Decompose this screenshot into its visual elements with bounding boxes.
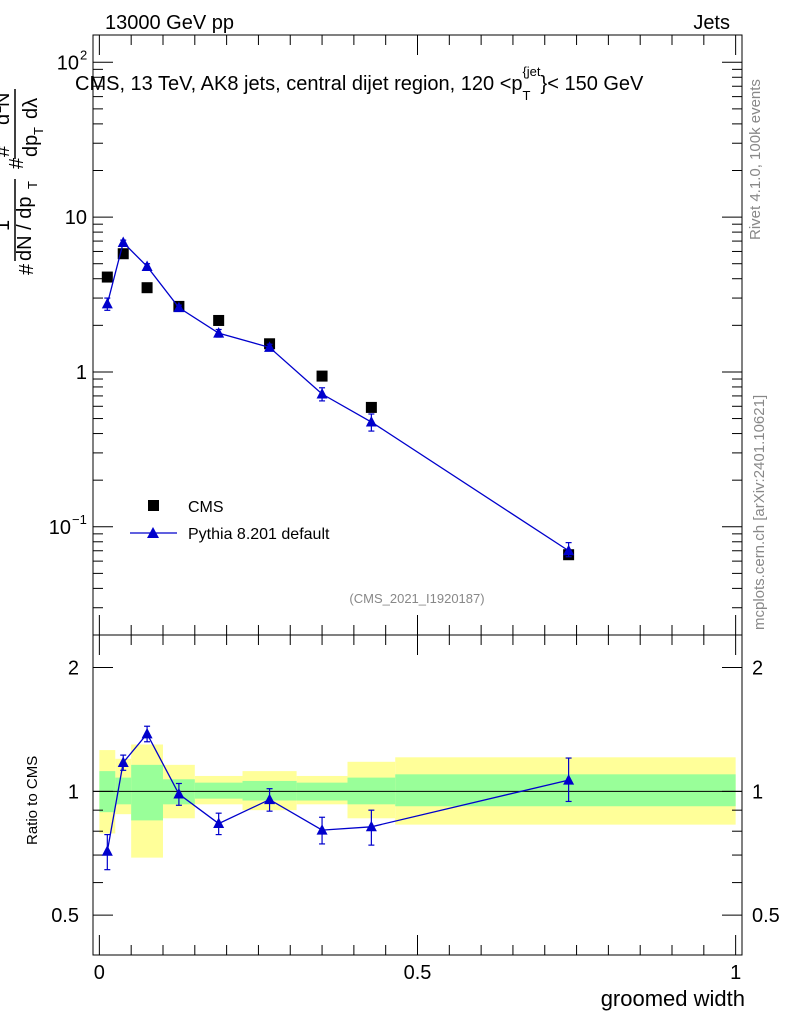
- svg-text:T: T: [25, 181, 40, 189]
- mcplots-label: mcplots.cern.ch [arXiv:2401.10621]: [751, 395, 768, 630]
- pythia-data-point: [173, 301, 185, 313]
- ratio-data-point: [101, 845, 113, 856]
- plot-title-end: }< 150 GeV: [541, 73, 645, 95]
- legend-pythia-marker: [147, 527, 159, 538]
- svg-text:1: 1: [0, 220, 14, 231]
- ratio-y-tick-label-right: 0.5: [752, 905, 780, 927]
- main-y-tick-label-exp: −1: [72, 512, 87, 527]
- pythia-data-point: [101, 297, 113, 309]
- ratio-y-tick-label-left: 0.5: [51, 905, 79, 927]
- cms-data-point: [101, 271, 113, 283]
- cms-data-point: [213, 314, 225, 326]
- pythia-data-point: [365, 415, 377, 427]
- main-data: [101, 236, 575, 561]
- svg-text:T: T: [31, 127, 46, 135]
- legend-pythia-label: Pythia 8.201 default: [188, 526, 330, 543]
- pythia-data-point: [264, 341, 276, 352]
- main-frame: [92, 34, 743, 636]
- header-left-label: 13000 GeV pp: [105, 12, 234, 34]
- cms-data-point: [141, 282, 153, 294]
- rivet-version-label: Rivet 4.1.0, 100k events: [747, 79, 764, 240]
- svg-text:#: #: [16, 263, 38, 275]
- legend-cms-label: CMS: [188, 499, 224, 516]
- plot-title: CMS, 13 TeV, AK8 jets, central dijet reg…: [75, 64, 644, 103]
- svg-text:N: N: [0, 93, 14, 107]
- ratio-data-point: [141, 727, 153, 739]
- plot-title-sub: T: [523, 88, 531, 103]
- ratio-inner-band: [131, 764, 163, 821]
- ratio-y-tick-label-left: 2: [68, 658, 79, 680]
- ratio-y-tick-label-left: 1: [68, 781, 79, 803]
- ratio-data-point: [316, 824, 328, 835]
- ratio-data-point: [117, 756, 129, 768]
- header-right-label: Jets: [693, 12, 730, 34]
- x-axis-label: groomed width: [601, 986, 745, 1011]
- svg-text:2: 2: [0, 106, 4, 113]
- ratio-data-point: [173, 788, 185, 799]
- legend-cms-marker: [148, 500, 159, 511]
- cms-data-point: [117, 248, 129, 260]
- main-y-axis-label: # dN / dp T 1 # dp T dλ # d 2 N: [0, 89, 46, 275]
- svg-text:#: #: [0, 145, 14, 157]
- ratio-inner-band: [395, 774, 736, 807]
- ratio-inner-band: [194, 782, 243, 799]
- x-tick-label: 0.5: [404, 962, 432, 984]
- ratio-y-axis-label: Ratio to CMS: [24, 756, 41, 845]
- legend: CMS Pythia 8.201 default: [130, 499, 330, 543]
- pythia-series-line: [106, 241, 569, 552]
- svg-text:dp: dp: [20, 135, 42, 157]
- ratio-data-point: [365, 820, 377, 832]
- svg-text:d: d: [0, 114, 14, 125]
- main-y-tick-label-exp: 2: [80, 47, 87, 62]
- ratio-data-point: [563, 774, 575, 785]
- ratio-uncertainty-bands: [99, 744, 736, 858]
- ratio-y-tick-label-right: 2: [752, 658, 763, 680]
- ratio-y-tick-label-right: 1: [752, 781, 763, 803]
- ratio-data: [101, 725, 575, 871]
- x-tick-label: 1: [730, 962, 741, 984]
- pythia-data-point: [117, 236, 129, 248]
- cms-data-point: [316, 370, 328, 382]
- ratio-data-point: [264, 793, 276, 805]
- pythia-data-point: [316, 388, 328, 399]
- main-y-tick-label: 10: [57, 52, 79, 74]
- pythia-data-point: [563, 544, 575, 556]
- x-tick-label: 0: [94, 962, 105, 984]
- ratio-axes: 2 2 1 1 0.5 0.5 0 0.5 1: [51, 634, 780, 984]
- svg-text:dN / dp: dN / dp: [14, 197, 36, 261]
- svg-text:#: #: [6, 157, 28, 169]
- plot-title-main: CMS, 13 TeV, AK8 jets, central dijet reg…: [75, 73, 523, 95]
- analysis-id-annotation: (CMS_2021_I1920187): [349, 591, 484, 606]
- pythia-data-point: [213, 327, 225, 338]
- cms-data-point: [365, 401, 377, 413]
- main-y-tick-label: 1: [76, 362, 87, 384]
- ratio-data-point: [213, 817, 225, 829]
- svg-text:dλ: dλ: [20, 98, 42, 119]
- main-y-tick-label: 10: [65, 207, 87, 229]
- pythia-data-point: [141, 260, 153, 271]
- plot-title-sup: {jet: [522, 64, 540, 79]
- main-y-tick-label: 10: [49, 517, 71, 539]
